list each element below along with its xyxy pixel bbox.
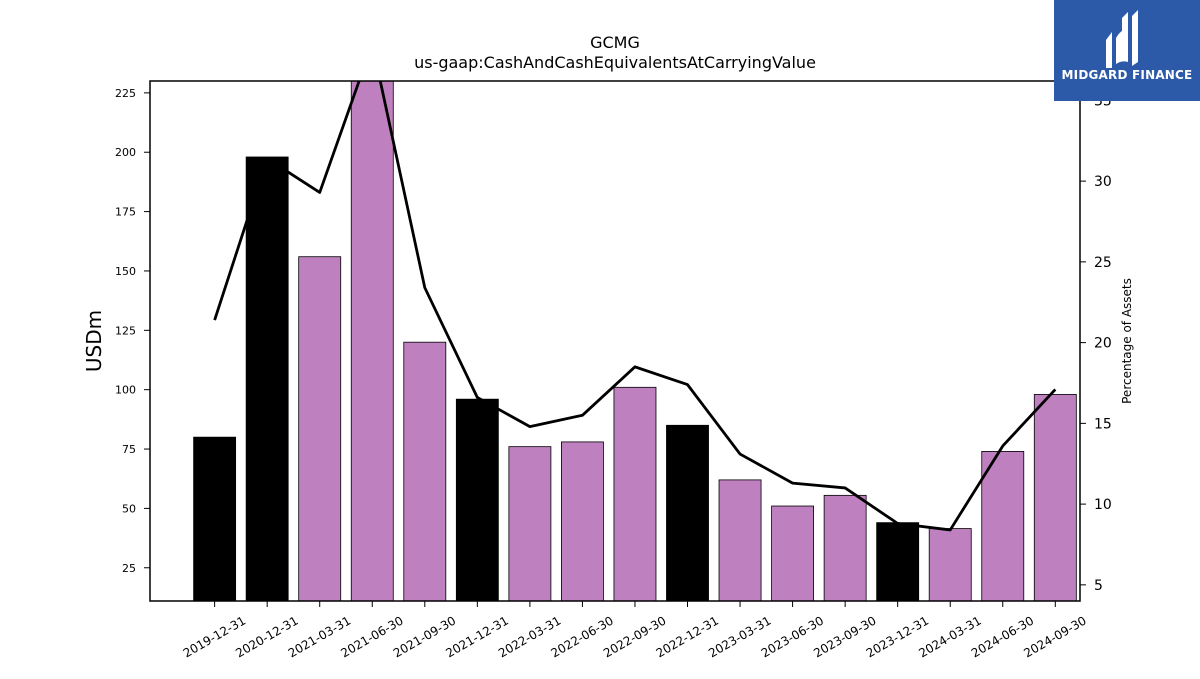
plot-frame: [149, 80, 1081, 602]
y-tick-label: 150: [115, 265, 136, 278]
y2-axis-label: Percentage of Assets: [1120, 278, 1134, 404]
y-axis-label: USDm: [82, 310, 106, 372]
bar-2024-06-30: [981, 451, 1025, 601]
y-tick-label: 75: [122, 443, 136, 456]
y2-tick-label: 20: [1094, 336, 1112, 352]
bar-2023-06-30: [771, 505, 815, 601]
bar-2022-06-30: [561, 441, 604, 601]
y-tick-label: 225: [115, 87, 136, 100]
bar-2021-12-31: [455, 398, 499, 601]
y-tick-label: 50: [122, 502, 136, 515]
chart-title: GCMG: [590, 33, 640, 52]
bar-2024-03-31: [928, 528, 972, 601]
y2-tick-label: 30: [1094, 174, 1112, 190]
line-series: [213, 81, 1057, 532]
bar-2021-09-30: [403, 341, 447, 601]
bar-2021-03-31: [298, 256, 342, 601]
y2-tick-label: 5: [1094, 578, 1103, 594]
bar-2022-12-31: [666, 424, 709, 601]
y-tick-label: 200: [115, 146, 136, 159]
bar-2022-03-31: [508, 446, 552, 601]
y-tick-label: 100: [115, 384, 136, 397]
bar-2023-09-30: [823, 494, 867, 601]
y2-tick-label: 25: [1094, 255, 1112, 271]
logo-text: MIDGARD FINANCE: [1061, 68, 1193, 82]
y-tick-label: 175: [115, 206, 136, 219]
chart-subtitle: us-gaap:CashAndCashEquivalentsAtCarrying…: [414, 53, 816, 72]
bar-2021-06-30: [350, 81, 394, 601]
logo-icon: [1106, 10, 1138, 68]
bar-2024-09-30: [1033, 394, 1077, 601]
bar-2019-12-31: [193, 436, 237, 601]
logo: MIDGARD FINANCE: [1054, 0, 1200, 101]
bar-2020-12-31: [245, 156, 289, 601]
y2-tick-label: 10: [1094, 497, 1112, 513]
bar-2022-09-30: [613, 386, 657, 601]
bar-2023-12-31: [876, 522, 920, 601]
percentage-line: [213, 81, 1057, 532]
y2-tick-label: 15: [1094, 416, 1112, 432]
bars: [193, 81, 1077, 601]
bar-2023-03-31: [718, 479, 762, 601]
y-tick-label: 125: [115, 324, 136, 337]
y-tick-label: 25: [122, 562, 136, 575]
